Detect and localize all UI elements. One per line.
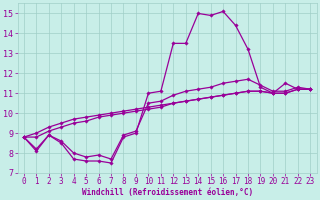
X-axis label: Windchill (Refroidissement éolien,°C): Windchill (Refroidissement éolien,°C) [82, 188, 253, 197]
